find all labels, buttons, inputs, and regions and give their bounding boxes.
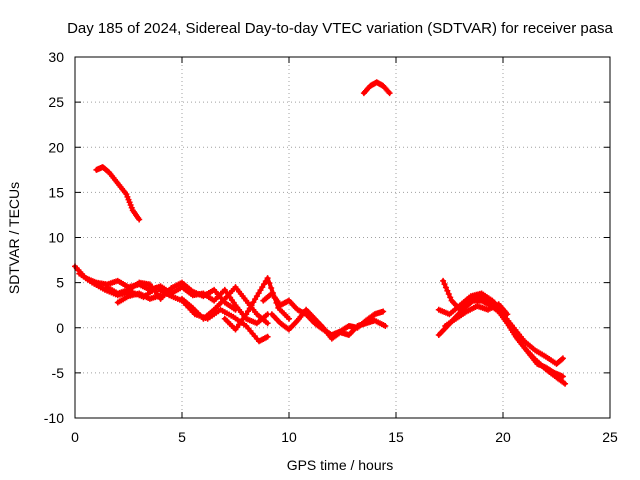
data-point — [380, 308, 387, 315]
data-point — [262, 278, 269, 285]
data-point — [264, 333, 271, 340]
x-tick-label: 25 — [602, 429, 618, 445]
data-point — [252, 296, 259, 303]
x-tick-label: 20 — [495, 429, 511, 445]
data-point — [157, 292, 164, 299]
series-arc-j — [360, 79, 393, 97]
axis-ticks: 0 5 10 15 20 25 -10 -5 0 5 10 15 20 25 30 — [44, 49, 618, 445]
x-tick-label: 0 — [71, 429, 79, 445]
series-arc-m — [440, 277, 566, 380]
data-point — [559, 355, 566, 362]
data-point — [558, 356, 565, 363]
series-arc-h — [268, 306, 389, 342]
data-point — [440, 277, 447, 284]
y-axis-label: SDTVAR / TECUs — [6, 182, 22, 294]
chart-title: Day 185 of 2024, Sidereal Day-to-day VTE… — [67, 20, 613, 37]
y-tick-label: 25 — [48, 94, 64, 110]
data-point — [562, 380, 569, 387]
data-series — [72, 79, 569, 387]
data-point — [261, 281, 268, 288]
series-arc-n — [442, 301, 511, 329]
y-tick-label: 30 — [48, 49, 64, 65]
data-point — [248, 302, 255, 309]
data-point — [504, 311, 511, 318]
x-tick-label: 15 — [388, 429, 404, 445]
data-point — [266, 280, 273, 287]
y-tick-label: 0 — [56, 320, 64, 336]
data-point — [386, 90, 393, 97]
data-point — [442, 284, 449, 291]
y-tick-label: 15 — [48, 184, 64, 200]
data-point — [243, 311, 250, 318]
data-point — [445, 291, 452, 298]
grid-lines — [75, 57, 610, 418]
data-point — [286, 315, 292, 322]
y-tick-label: 20 — [48, 139, 64, 155]
x-tick-label: 5 — [178, 429, 186, 445]
data-point — [250, 299, 257, 306]
y-tick-label: -5 — [52, 365, 65, 381]
data-point — [232, 306, 239, 313]
data-point — [444, 287, 451, 294]
series-arc-c — [104, 279, 239, 313]
data-point — [264, 275, 271, 282]
data-point — [385, 88, 392, 95]
data-point — [382, 322, 389, 329]
y-tick-label: 5 — [56, 275, 64, 291]
series-arc-f — [221, 275, 292, 333]
data-point — [268, 285, 275, 292]
data-point — [136, 216, 143, 223]
y-tick-label: -10 — [44, 410, 64, 426]
series-arc-d — [114, 290, 164, 306]
data-point — [253, 293, 260, 300]
x-tick-label: 10 — [281, 429, 297, 445]
y-tick-label: 10 — [48, 230, 64, 246]
data-point — [447, 294, 454, 301]
data-point — [246, 305, 253, 312]
data-point — [259, 284, 266, 291]
data-point — [255, 290, 262, 297]
data-point — [559, 373, 566, 380]
data-point — [244, 308, 251, 315]
data-point — [441, 281, 448, 288]
data-point — [264, 320, 271, 327]
data-point — [257, 287, 264, 294]
series-arc-i — [93, 164, 143, 223]
x-axis-label: GPS time / hours — [287, 457, 394, 473]
